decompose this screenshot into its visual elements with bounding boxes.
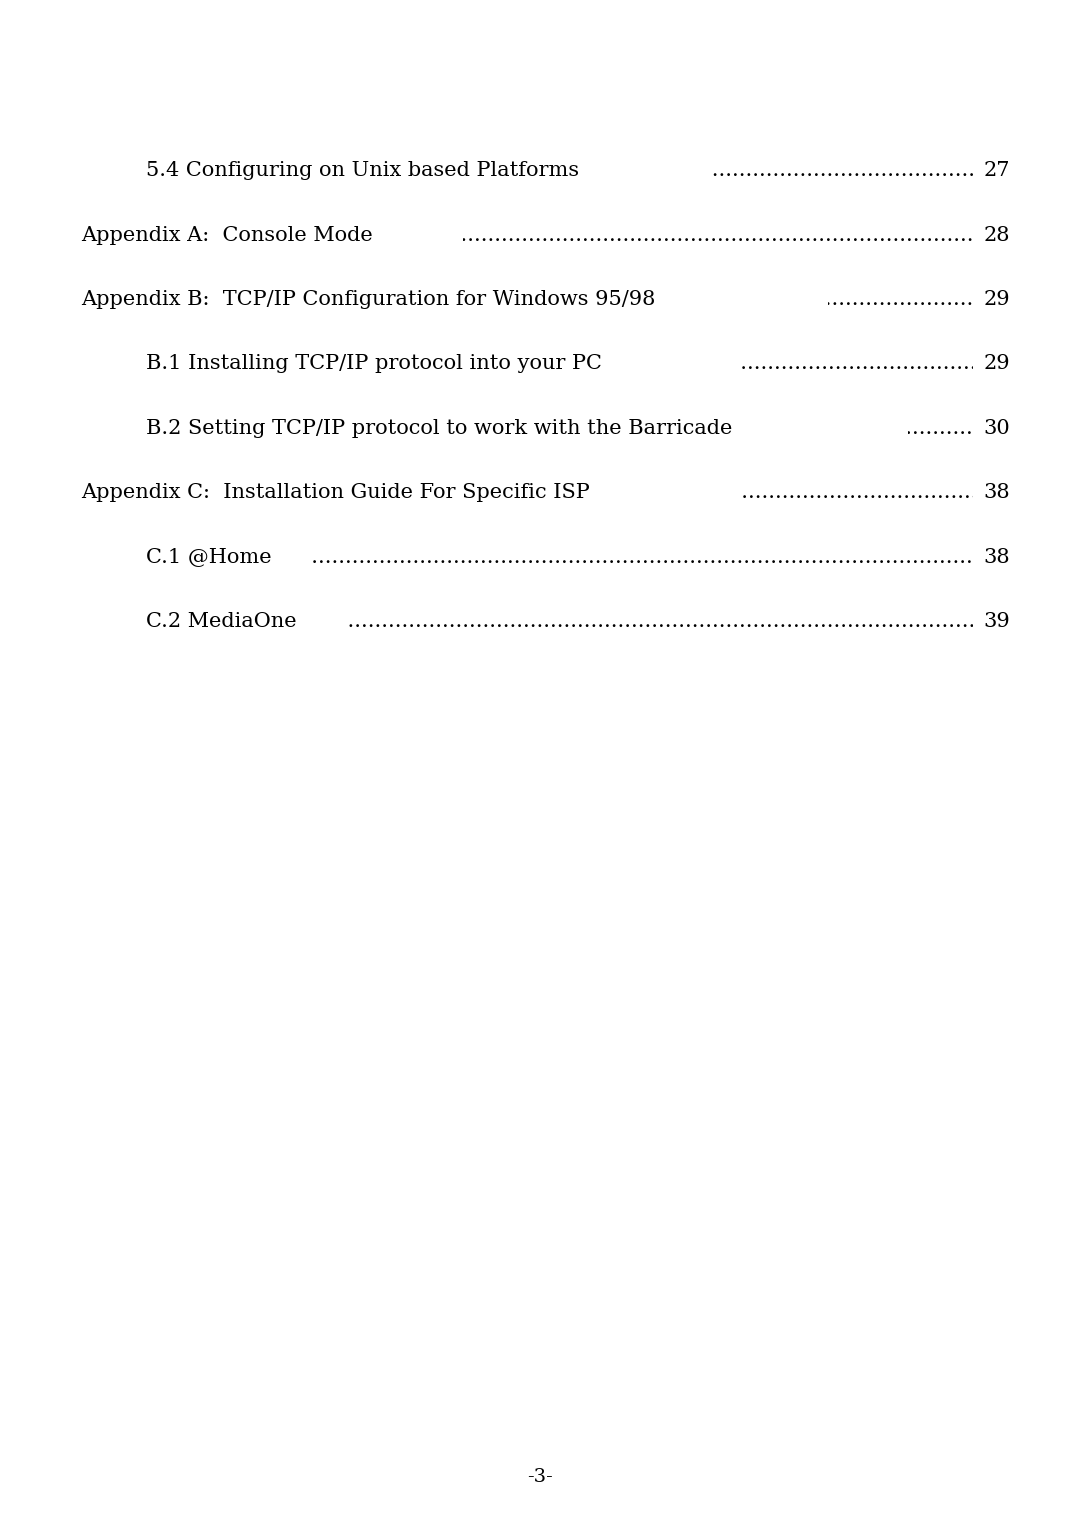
FancyBboxPatch shape [973,607,1080,665]
FancyBboxPatch shape [0,478,743,537]
FancyBboxPatch shape [0,221,463,279]
Text: 5.4 Configuring on Unix based Platforms: 5.4 Configuring on Unix based Platforms [146,161,579,181]
FancyBboxPatch shape [973,285,1080,343]
Text: ................................................................................: ........................................… [311,225,1080,245]
Text: B.1 Installing TCP/IP protocol into your PC: B.1 Installing TCP/IP protocol into your… [146,354,602,374]
Text: 28: 28 [983,225,1010,245]
Text: ................................................................................: ........................................… [449,354,1080,374]
Text: Appendix B:  TCP/IP Configuration for Windows 95/98: Appendix B: TCP/IP Configuration for Win… [81,290,656,310]
Text: ................................................................................: ........................................… [253,612,1063,632]
Text: 29: 29 [983,290,1010,310]
Text: Appendix C:  Installation Guide For Specific ISP: Appendix C: Installation Guide For Speci… [81,483,590,503]
Text: 29: 29 [983,354,1010,374]
Text: ................................................................................: ........................................… [494,290,1080,310]
Text: C.1 @Home: C.1 @Home [146,547,271,567]
FancyBboxPatch shape [973,478,1080,537]
Text: Appendix A:  Console Mode: Appendix A: Console Mode [81,225,373,245]
FancyBboxPatch shape [0,285,827,343]
FancyBboxPatch shape [973,221,1080,279]
Text: ................................................................................: ........................................… [451,483,1080,503]
FancyBboxPatch shape [0,156,710,215]
Text: 30: 30 [983,419,1010,438]
Text: C.2 MediaOne: C.2 MediaOne [146,612,296,632]
Text: B.2 Setting TCP/IP protocol to work with the Barricade: B.2 Setting TCP/IP protocol to work with… [146,419,732,438]
Text: 38: 38 [983,483,1010,503]
FancyBboxPatch shape [973,414,1080,472]
FancyBboxPatch shape [973,156,1080,215]
Text: ................................................................................: ........................................… [435,161,1080,181]
FancyBboxPatch shape [973,350,1080,408]
FancyBboxPatch shape [0,350,740,408]
Text: ................................................................................: ........................................… [534,419,1080,438]
FancyBboxPatch shape [0,607,346,665]
FancyBboxPatch shape [973,543,1080,601]
Text: ................................................................................: ........................................… [237,547,1047,567]
Text: 38: 38 [983,547,1010,567]
Text: 39: 39 [983,612,1010,632]
Text: 27: 27 [983,161,1010,181]
FancyBboxPatch shape [0,414,908,472]
Text: -3-: -3- [527,1469,553,1487]
FancyBboxPatch shape [0,543,313,601]
